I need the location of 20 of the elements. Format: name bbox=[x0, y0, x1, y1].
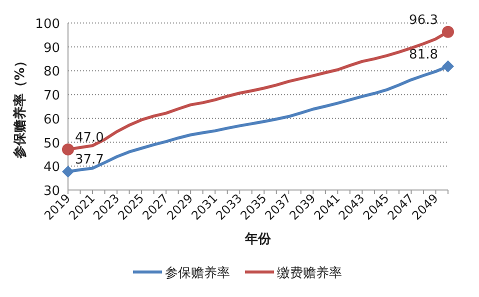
legend-label: 缴费赡养率 bbox=[277, 265, 342, 281]
x-axis-title: 年份 bbox=[244, 232, 272, 247]
y-tick-label: 100 bbox=[35, 17, 60, 32]
point bbox=[442, 60, 454, 72]
y-tick-label: 80 bbox=[43, 64, 60, 80]
y-tick-label: 40 bbox=[43, 160, 60, 176]
point bbox=[442, 26, 454, 38]
y-tick-label: 70 bbox=[43, 88, 60, 104]
legend-label: 参保赡养率 bbox=[165, 265, 230, 281]
y-tick-label: 60 bbox=[43, 112, 60, 128]
y-tick-label: 90 bbox=[43, 40, 60, 56]
y-axis-title: 参保赡养率（%） bbox=[12, 54, 28, 160]
data-label: 96.3 bbox=[409, 12, 438, 28]
y-tick-label: 30 bbox=[43, 184, 60, 199]
data-label: 47.0 bbox=[75, 130, 104, 146]
point bbox=[62, 166, 74, 178]
data-label: 81.8 bbox=[409, 47, 438, 62]
y-tick-label: 50 bbox=[43, 136, 60, 152]
point bbox=[62, 143, 74, 156]
data-label: 37.7 bbox=[75, 152, 104, 168]
